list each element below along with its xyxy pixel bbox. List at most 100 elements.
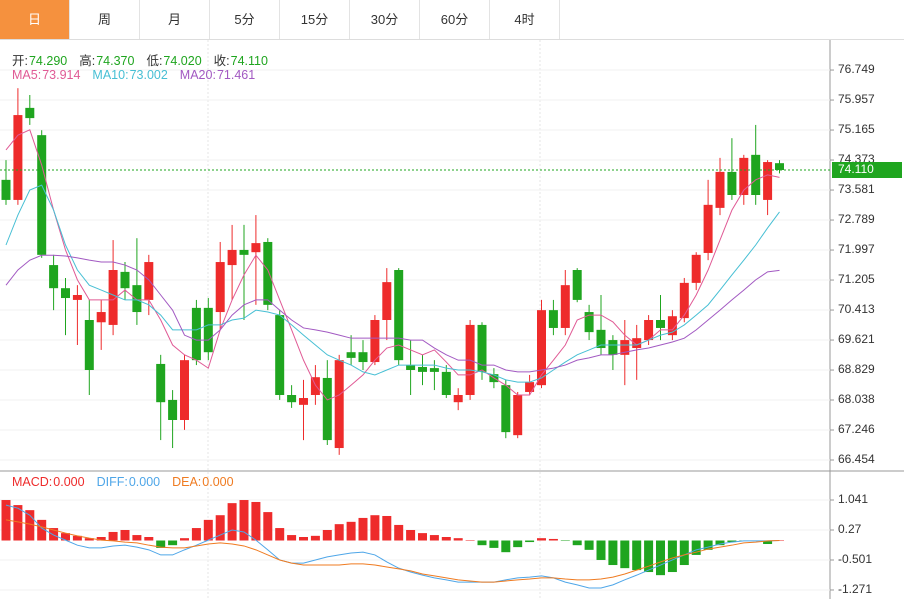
y-tick-label: 71.205 [838,272,875,286]
macd-bar [108,531,118,541]
candle-body [13,115,23,200]
info-value: 74.370 [96,54,135,68]
candle-body [775,163,784,170]
macd-bar [239,500,249,541]
candle-body [763,162,773,200]
macd-bar [227,503,237,541]
info-item: 收:74.110 [214,54,268,68]
candle-body [299,398,308,405]
macd-bar [679,540,689,566]
macd-bar [251,501,261,541]
period-tab[interactable]: 5分 [210,0,280,39]
y-tick-label: 66.454 [838,452,875,466]
macd-bar [620,540,630,569]
candle-body [537,310,546,386]
macd-bar [203,519,213,541]
candle-body [25,107,35,119]
macd-bar [501,540,511,553]
candle-body [215,262,225,313]
macd-line [5,504,780,589]
candle-body [394,270,404,361]
period-tab[interactable]: 4时 [490,0,560,39]
period-tab[interactable]: 日 [0,0,70,39]
macd-bar [429,535,439,541]
period-tab[interactable]: 月 [140,0,210,39]
legend-name: MA20: [179,68,216,82]
candle-body [108,270,118,325]
macd-bar [84,538,94,541]
candle-body [739,157,749,195]
period-tab[interactable]: 60分 [420,0,490,39]
candle-body [370,320,380,363]
legend-item: MA10:73.002 [92,68,167,82]
candle-body [132,285,142,313]
macd-bar [608,540,618,566]
info-label: 高: [79,54,96,68]
macd-bar [703,540,713,550]
candle-body [120,271,130,289]
legend-value: 0.000 [202,475,234,489]
candle-body [441,371,451,395]
last-price-box [832,162,902,178]
legend-item: MACD:0.000 [12,475,85,489]
macd-bar [370,515,380,541]
info-value: 74.290 [28,54,68,68]
candle-body [501,385,511,433]
legend-name: DIFF: [96,475,128,489]
macd-bar [13,505,23,541]
candle-body [572,270,582,300]
legend-item: MA20:71.461 [180,68,255,82]
y-tick-label: -0.501 [838,552,872,566]
macd-bar [763,540,773,545]
period-tab[interactable]: 30分 [350,0,420,39]
period-tab[interactable]: 周 [70,0,140,39]
macd-bar [632,540,642,571]
candle-body [644,320,654,341]
last-price-label: 74.110 [838,162,874,176]
candle-body [691,254,701,283]
y-tick-label: 75.957 [838,92,875,106]
macd-bar [61,533,70,541]
legend-value: 0.000 [53,475,85,489]
info-label: 开: [12,54,28,68]
candle-body [251,243,261,253]
macd-legend: MACD:0.000 DIFF:0.000 DEA:0.000 [12,475,246,489]
candle-body [727,171,737,195]
macd-bar [275,528,285,541]
candle-body [310,377,320,395]
macd-bar [667,540,677,573]
candle-body [61,288,70,299]
period-tab[interactable]: 15分 [280,0,350,39]
macd-bar [25,510,35,541]
macd-bar [394,524,404,541]
macd-bar [144,537,154,541]
candle-body [453,395,463,403]
legend-name: MA5: [12,68,42,82]
candle-body [191,307,201,361]
y-tick-label: 69.621 [838,332,875,346]
legend-item: DEA:0.000 [172,475,233,489]
ma-line [5,254,780,373]
period-tabs: 日周月 5分 15分 30分 60分 4时 [0,0,904,40]
macd-bar [727,540,737,543]
macd-bar [49,528,59,541]
ma-legend: MA5:73.914 MA10:73.002 MA20:71.461 [12,68,267,82]
candle-body [180,360,189,420]
y-tick-label: 72.789 [838,212,875,226]
info-item: 低:74.020 [146,54,201,68]
ma-line [5,129,780,401]
macd-bar [346,521,356,541]
candle-body [346,352,356,358]
candle-body [429,368,439,372]
macd-bar [572,540,582,546]
macd-bar [715,540,725,546]
candle-body [96,312,106,323]
macd-bar [334,524,344,541]
macd-bar [322,529,332,541]
candle-body [418,366,427,372]
candle-body [632,338,642,349]
candle-body [156,363,166,403]
y-tick-label: 76.749 [838,62,875,76]
y-tick-label: 70.413 [838,302,875,316]
